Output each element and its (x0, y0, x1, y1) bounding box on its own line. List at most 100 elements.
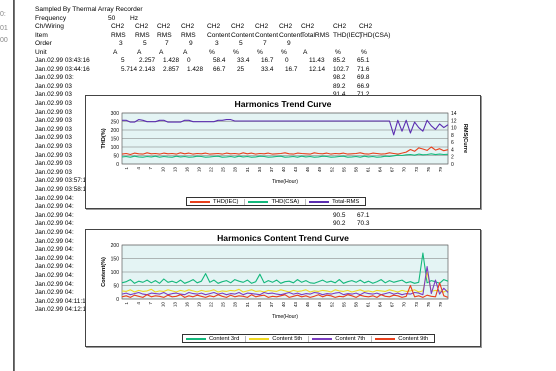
column-unit-1: A (113, 48, 118, 56)
y-tick-label: 250 (111, 120, 120, 126)
x-tick-label: 4 (136, 302, 141, 305)
row-time: Jan.02.99 03 (35, 125, 72, 133)
column-ch-5: CH2 (207, 23, 221, 30)
y-tick-label: 50 (113, 284, 119, 290)
row-cell: 90.2 (333, 220, 346, 228)
x-tick-label: 40 (281, 167, 286, 173)
legend-item: THD(IEC) (187, 198, 246, 205)
row-time: Jan.02.99 04: (35, 211, 74, 219)
x-tick-label: 28 (233, 302, 238, 308)
legend-swatch (312, 337, 333, 340)
legend-label: Content 3rd (209, 335, 240, 342)
x-tick-label: 25 (221, 167, 226, 173)
column-item-7: Content (255, 31, 279, 39)
row-cell: 98.2 (333, 74, 346, 82)
x-tick-label: 55 (341, 167, 346, 173)
column-ch-8: CH2 (279, 23, 293, 30)
chart-title: Harmonics Content Trend Curve (217, 233, 349, 243)
x-tick-label: 40 (281, 302, 286, 308)
row-cell: 0 (285, 57, 289, 64)
row-time: Jan.02.99 03 (35, 168, 72, 176)
row-time: Jan.02.99 03 (35, 117, 72, 125)
y-axis-label: THD(%) (101, 128, 107, 148)
row-cell: 2.143 (139, 65, 155, 73)
column-ch-11: CH2 (359, 23, 373, 30)
row-time: Jan.02.99 03 (35, 108, 72, 116)
row-cell: 11.43 (309, 57, 325, 64)
x-tick-label: 1 (124, 302, 129, 305)
report-sheet: Sampled By Thermal Array Recorder Freque… (14, 0, 556, 371)
x-tick-label: 31 (245, 302, 250, 308)
series-line-content-7th (121, 266, 449, 296)
row-cell: 66.9 (357, 82, 370, 90)
legend-swatch (186, 337, 206, 340)
row-time: Jan.02.99 04: (35, 280, 74, 288)
x-tick-label: 25 (221, 302, 226, 308)
row-cell: 33.4 (261, 65, 274, 73)
y2-tick-label: 4 (451, 147, 454, 153)
legend-label: Content 5th (272, 335, 303, 342)
series-line-content-5th (121, 271, 449, 293)
chart-legend: Content 3rd Content 5th Content 7th Content… (182, 334, 436, 343)
chart-title: Harmonics Trend Curve (234, 99, 332, 109)
row-time: Jan.02.99 04: (35, 203, 74, 211)
column-order-8: 9 (287, 40, 291, 47)
row-cell: 0 (187, 57, 191, 64)
y2-axis-label: RMS(Curre (462, 124, 468, 153)
item-label: Item (35, 31, 48, 39)
row-cell: 70.3 (357, 220, 370, 228)
row-cell: 2.857 (163, 65, 179, 73)
row-time: Jan.02.99 04:12:15 (35, 306, 90, 314)
x-tick-label: 76 (426, 167, 431, 173)
x-tick-label: 13 (172, 302, 177, 308)
column-unit-4: A (183, 48, 188, 56)
column-unit-6: % (233, 48, 239, 56)
row-cell: 58.4 (213, 57, 226, 64)
row-cell: 85.2 (333, 57, 346, 64)
row-cell: 89.2 (333, 82, 346, 90)
y-tick-label: 150 (111, 137, 120, 143)
row-time: Jan.02.99 04: (35, 194, 74, 202)
column-item-3: RMS (157, 31, 172, 39)
column-unit-10: % (335, 48, 341, 56)
frequency-unit: Hz (130, 14, 139, 22)
row-time: Jan.02.99 03:57:16 (35, 177, 90, 185)
x-tick-label: 37 (269, 302, 274, 308)
legend-label: Content 9th (398, 335, 429, 342)
row-time: Jan.02.99 03: (35, 74, 74, 82)
x-tick-label: 28 (233, 167, 238, 173)
x-tick-label: 46 (305, 167, 310, 173)
legend-item: Content 5th (246, 335, 310, 342)
x-tick-label: 64 (378, 302, 383, 308)
y-tick-label: 100 (111, 145, 120, 151)
y-tick-label: 200 (111, 243, 120, 249)
series-line-thd-iec- (121, 146, 449, 156)
row-time: Jan.02.99 04: (35, 289, 74, 297)
row-cell: 1.428 (187, 65, 203, 73)
frequency-label: Frequency (35, 14, 67, 22)
table-row: Jan.02.99 04: 90.5 67.1 (15, 212, 556, 221)
x-tick-label: 7 (148, 302, 153, 305)
column-ch-6: CH2 (231, 23, 245, 30)
table-row: Jan.02.99 03 91.4 71.2 (15, 91, 556, 100)
x-tick-label: 10 (160, 302, 165, 308)
row-cell: 16.7 (261, 57, 274, 64)
x-tick-label: 52 (329, 302, 334, 308)
harmonics-content-chart: Harmonics Content Trend Curve 200 150 100 5… (85, 229, 481, 347)
table-row: Jan.02.99 03 89.2 66.9 (15, 83, 556, 92)
column-unit-8: % (281, 48, 287, 56)
y-tick-label: 300 (111, 111, 120, 117)
row-time: Jan.02.99 03 (35, 134, 72, 142)
x-tick-label: 22 (209, 302, 214, 308)
row-cell: 25 (237, 65, 245, 73)
legend-label: Total-RMS (332, 198, 360, 205)
x-axis-label: Time(Hour) (272, 179, 298, 185)
left-strip-text-1: 0: (0, 11, 6, 18)
x-tick-label: 13 (172, 167, 177, 173)
row-cell: 90.5 (333, 211, 346, 219)
column-order-1: 3 (119, 40, 123, 47)
x-tick-label: 16 (184, 302, 189, 308)
column-order-3: 7 (165, 40, 169, 47)
x-tick-label: 34 (257, 302, 262, 308)
y2-tick-label: 10 (451, 126, 457, 132)
